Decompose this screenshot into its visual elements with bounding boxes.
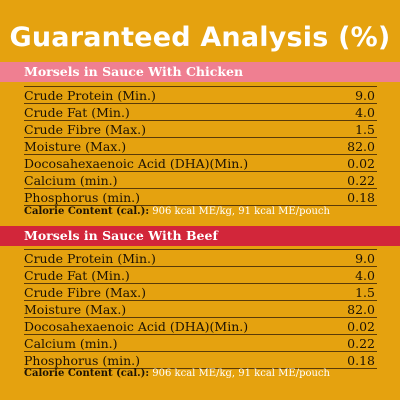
analysis-table-beef: Crude Protein (Min.) 9.0 Crude Fat (Min.… — [24, 249, 377, 369]
table-row: Crude Fat (Min.) 4.0 — [24, 267, 377, 284]
row-value: 0.18 — [347, 352, 375, 368]
analysis-table-chicken: Crude Protein (Min.) 9.0 Crude Fat (Min.… — [24, 86, 377, 206]
row-value: 4.0 — [355, 104, 375, 120]
calorie-content-chicken: Calorie Content (cal.): 906 kcal ME/kg, … — [24, 206, 330, 217]
table-row: Moisture (Max.) 82.0 — [24, 138, 377, 155]
page-title: Guaranteed Analysis (%) — [9, 22, 391, 53]
row-label: Docosahexaenoic Acid (DHA)(Min.) — [24, 155, 249, 171]
row-label: Phosphorus (min.) — [24, 189, 141, 205]
row-label: Crude Fat (Min.) — [24, 104, 130, 120]
table-row: Phosphorus (min.) 0.18 — [24, 352, 377, 369]
row-value: 4.0 — [355, 267, 375, 283]
row-label: Moisture (Max.) — [24, 301, 127, 317]
table-row: Crude Fibre (Max.) 1.5 — [24, 284, 377, 301]
row-value: 0.18 — [347, 189, 375, 205]
section-heading-chicken: Morsels in Sauce With Chicken — [0, 62, 400, 82]
row-value: 1.5 — [355, 284, 375, 300]
table-row: Docosahexaenoic Acid (DHA)(Min.) 0.02 — [24, 155, 377, 172]
row-label: Moisture (Max.) — [24, 138, 127, 154]
table-row: Phosphorus (min.) 0.18 — [24, 189, 377, 206]
row-label: Crude Protein (Min.) — [24, 250, 156, 266]
table-row: Crude Fat (Min.) 4.0 — [24, 104, 377, 121]
row-value: 0.02 — [347, 318, 375, 334]
row-value: 9.0 — [355, 250, 375, 266]
table-row: Calcium (min.) 0.22 — [24, 335, 377, 352]
row-value: 9.0 — [355, 87, 375, 103]
table-row: Calcium (min.) 0.22 — [24, 172, 377, 189]
table-row: Docosahexaenoic Acid (DHA)(Min.) 0.02 — [24, 318, 377, 335]
row-label: Calcium (min.) — [24, 172, 118, 188]
table-row: Crude Protein (Min.) 9.0 — [24, 250, 377, 267]
row-value: 0.22 — [347, 335, 375, 351]
table-row: Crude Protein (Min.) 9.0 — [24, 87, 377, 104]
row-label: Crude Fibre (Max.) — [24, 121, 147, 137]
row-value: 0.22 — [347, 172, 375, 188]
row-label: Crude Fat (Min.) — [24, 267, 130, 283]
row-value: 82.0 — [347, 138, 375, 154]
calorie-value: 906 kcal ME/kg, 91 kcal ME/pouch — [152, 206, 330, 217]
row-label: Crude Fibre (Max.) — [24, 284, 147, 300]
row-label: Phosphorus (min.) — [24, 352, 141, 368]
row-value: 82.0 — [347, 301, 375, 317]
row-label: Calcium (min.) — [24, 335, 118, 351]
row-label: Crude Protein (Min.) — [24, 87, 156, 103]
calorie-label: Calorie Content (cal.): — [24, 368, 150, 379]
row-value: 1.5 — [355, 121, 375, 137]
table-row: Crude Fibre (Max.) 1.5 — [24, 121, 377, 138]
section-heading-beef: Morsels in Sauce With Beef — [0, 226, 400, 246]
row-label: Docosahexaenoic Acid (DHA)(Min.) — [24, 318, 249, 334]
table-row: Moisture (Max.) 82.0 — [24, 301, 377, 318]
calorie-value: 906 kcal ME/kg, 91 kcal ME/pouch — [152, 368, 330, 379]
calorie-label: Calorie Content (cal.): — [24, 206, 150, 217]
calorie-content-beef: Calorie Content (cal.): 906 kcal ME/kg, … — [24, 368, 330, 379]
row-value: 0.02 — [347, 155, 375, 171]
